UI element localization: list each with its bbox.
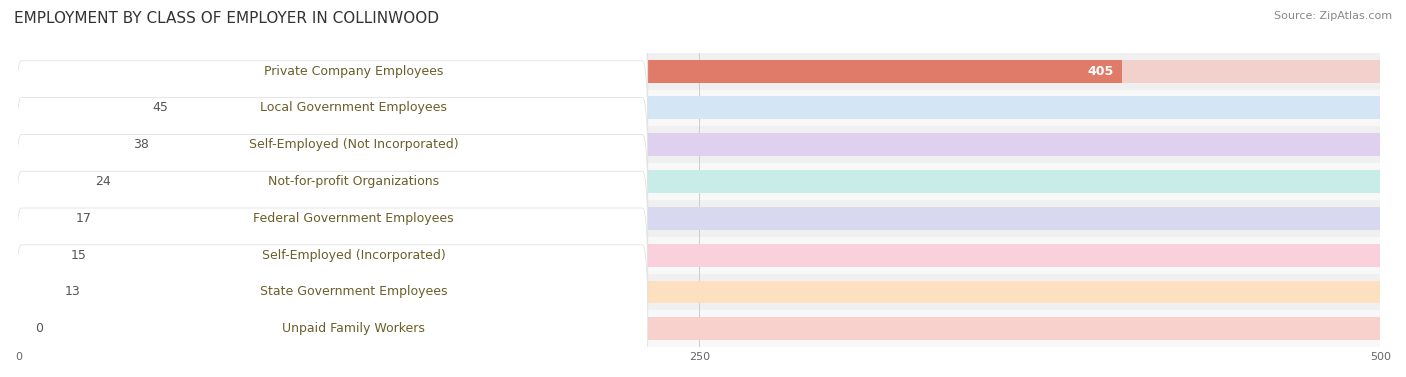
Bar bbox=[18, 310, 1381, 347]
Bar bbox=[18, 200, 1381, 237]
Bar bbox=[18, 317, 24, 340]
Bar bbox=[18, 170, 84, 193]
Text: Unpaid Family Workers: Unpaid Family Workers bbox=[283, 322, 425, 335]
FancyBboxPatch shape bbox=[15, 24, 648, 192]
Text: 17: 17 bbox=[76, 212, 91, 225]
Bar bbox=[18, 97, 141, 119]
Text: Not-for-profit Organizations: Not-for-profit Organizations bbox=[269, 175, 439, 188]
Text: Private Company Employees: Private Company Employees bbox=[264, 64, 443, 78]
Bar bbox=[18, 170, 1381, 193]
Text: State Government Employees: State Government Employees bbox=[260, 285, 447, 299]
Bar bbox=[18, 274, 1381, 310]
FancyBboxPatch shape bbox=[15, 135, 648, 302]
FancyBboxPatch shape bbox=[15, 171, 648, 339]
FancyBboxPatch shape bbox=[15, 208, 648, 376]
Bar bbox=[18, 133, 122, 156]
Text: 13: 13 bbox=[65, 285, 80, 299]
Bar bbox=[18, 163, 1381, 200]
Text: Federal Government Employees: Federal Government Employees bbox=[253, 212, 454, 225]
Bar bbox=[18, 280, 1381, 303]
FancyBboxPatch shape bbox=[15, 245, 648, 377]
Text: 0: 0 bbox=[35, 322, 42, 335]
Text: Source: ZipAtlas.com: Source: ZipAtlas.com bbox=[1274, 11, 1392, 21]
Bar bbox=[18, 60, 1381, 83]
Text: Self-Employed (Incorporated): Self-Employed (Incorporated) bbox=[262, 248, 446, 262]
Bar bbox=[18, 53, 1381, 89]
Bar bbox=[18, 133, 1381, 156]
Text: 15: 15 bbox=[70, 248, 86, 262]
Text: 38: 38 bbox=[134, 138, 149, 151]
Bar bbox=[18, 207, 65, 230]
Bar bbox=[18, 280, 53, 303]
Bar bbox=[18, 89, 1381, 126]
Bar bbox=[18, 60, 1122, 83]
Bar bbox=[18, 97, 1381, 119]
Bar bbox=[18, 126, 1381, 163]
Bar bbox=[18, 207, 1381, 230]
Text: Local Government Employees: Local Government Employees bbox=[260, 101, 447, 114]
Text: 24: 24 bbox=[94, 175, 111, 188]
Bar bbox=[18, 244, 1381, 267]
FancyBboxPatch shape bbox=[15, 0, 648, 155]
Text: 45: 45 bbox=[152, 101, 167, 114]
Text: 405: 405 bbox=[1087, 64, 1114, 78]
Bar bbox=[18, 237, 1381, 274]
Bar bbox=[18, 317, 1381, 340]
Text: EMPLOYMENT BY CLASS OF EMPLOYER IN COLLINWOOD: EMPLOYMENT BY CLASS OF EMPLOYER IN COLLI… bbox=[14, 11, 439, 26]
FancyBboxPatch shape bbox=[15, 61, 648, 228]
Text: Self-Employed (Not Incorporated): Self-Employed (Not Incorporated) bbox=[249, 138, 458, 151]
FancyBboxPatch shape bbox=[15, 98, 648, 265]
Bar bbox=[18, 244, 59, 267]
